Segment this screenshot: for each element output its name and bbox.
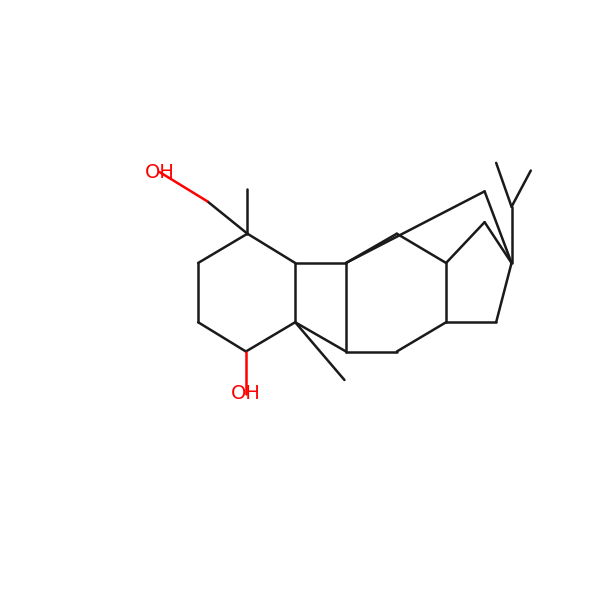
Text: OH: OH	[231, 385, 261, 403]
Text: OH: OH	[145, 163, 175, 182]
